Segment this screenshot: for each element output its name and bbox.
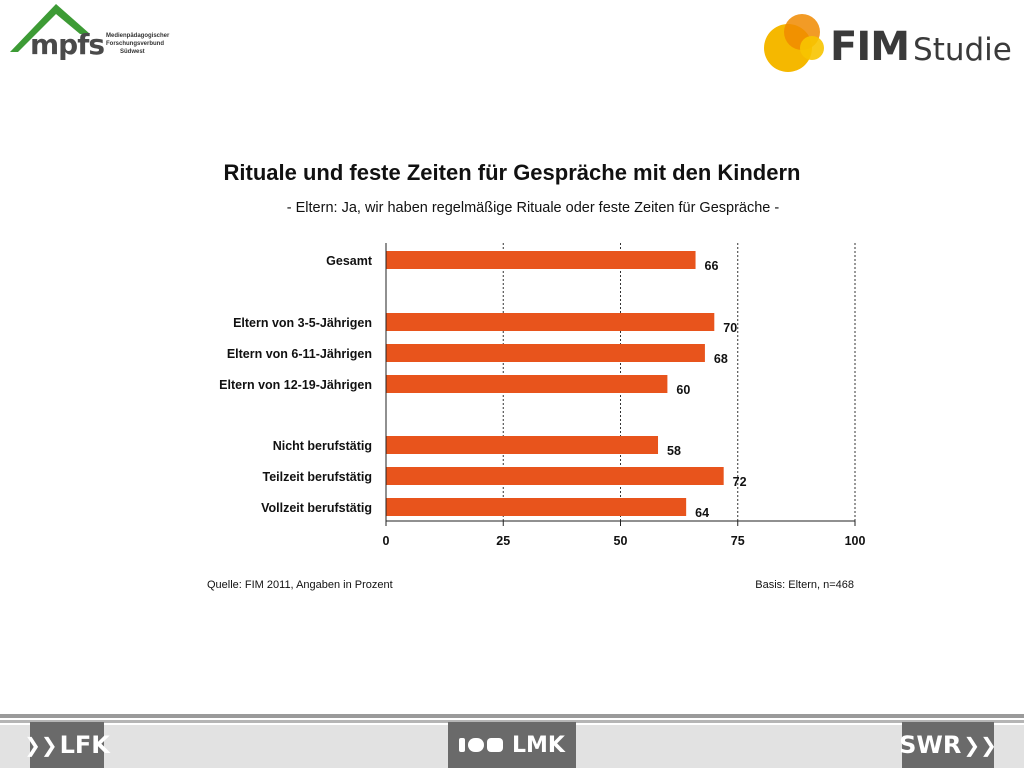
bar <box>386 344 705 362</box>
bar <box>386 251 696 269</box>
fim-circles-icon <box>764 14 824 72</box>
fim-word: FIM <box>830 24 910 70</box>
mpfs-wordmark: mpfs <box>30 28 105 61</box>
x-tick-label: 25 <box>496 534 510 548</box>
mpfs-logo: mpfs Medienpädagogischer Forschungsverbu… <box>8 2 178 64</box>
mpfs-subtitle-line: Forschungsverbund <box>106 41 165 47</box>
footer-divider <box>0 720 1024 723</box>
source-note: Quelle: FIM 2011, Angaben in Prozent <box>207 579 393 591</box>
swr-chevrons-icon: ❯❯ <box>963 733 997 757</box>
x-tick-label: 75 <box>731 534 745 548</box>
lmk-logo: LMK <box>448 722 576 768</box>
lmk-shapes-icon <box>459 738 506 752</box>
chart-axes <box>385 243 856 526</box>
fim-wordmark: FIM Studie <box>830 24 1012 70</box>
value-label: 64 <box>695 506 709 520</box>
category-label: Vollzeit berufstätig <box>261 501 372 515</box>
chart-labels: 66 Gesamt 70 Eltern von 3-5-Jährigen 68 Elter… <box>219 254 865 548</box>
mpfs-subtitle-line: Medienpädagogischer <box>106 33 170 39</box>
x-tick-label: 100 <box>845 534 866 548</box>
lfk-chevrons-icon: ❯❯ <box>24 733 58 757</box>
value-label: 60 <box>676 383 690 397</box>
category-label: Nicht berufstätig <box>273 439 372 453</box>
footer-divider <box>0 714 1024 718</box>
category-label: Eltern von 12-19-Jährigen <box>219 378 372 392</box>
lfk-logo: ❯❯ LFK <box>24 722 110 768</box>
studie-word: Studie <box>913 32 1012 68</box>
lmk-word: LMK <box>512 732 565 758</box>
category-label: Teilzeit berufstätig <box>262 470 372 484</box>
lfk-word: LFK <box>59 731 110 759</box>
fim-studie-logo: FIM Studie <box>760 10 1012 76</box>
chart-bars <box>386 251 724 516</box>
mpfs-roof-icon <box>10 4 90 52</box>
value-label: 72 <box>733 475 747 489</box>
mpfs-subtitle-line: Südwest <box>120 49 145 55</box>
swr-logo: SWR ❯❯ <box>899 722 997 768</box>
value-label: 68 <box>714 352 728 366</box>
bar <box>386 375 668 393</box>
mpfs-subtitle: Medienpädagogischer Forschungsverbund Sü… <box>106 32 186 56</box>
bar <box>386 436 659 454</box>
category-label: Eltern von 6-11-Jährigen <box>227 347 372 361</box>
value-label: 58 <box>667 444 681 458</box>
category-label: Gesamt <box>326 254 373 268</box>
basis-note: Basis: Eltern, n=468 <box>755 579 854 591</box>
value-label: 70 <box>723 321 737 335</box>
value-label: 66 <box>705 259 719 273</box>
chart-title: Rituale und feste Zeiten für Gespräche m… <box>223 160 801 185</box>
chart-subtitle: - Eltern: Ja, wir haben regelmäßige Ritu… <box>286 200 780 216</box>
x-tick-label: 50 <box>614 534 628 548</box>
category-label: Eltern von 3-5-Jährigen <box>233 316 372 330</box>
swr-word: SWR <box>899 731 962 759</box>
bar <box>386 498 687 516</box>
bar <box>386 313 715 331</box>
bar <box>386 467 724 485</box>
x-tick-label: 0 <box>383 534 390 548</box>
